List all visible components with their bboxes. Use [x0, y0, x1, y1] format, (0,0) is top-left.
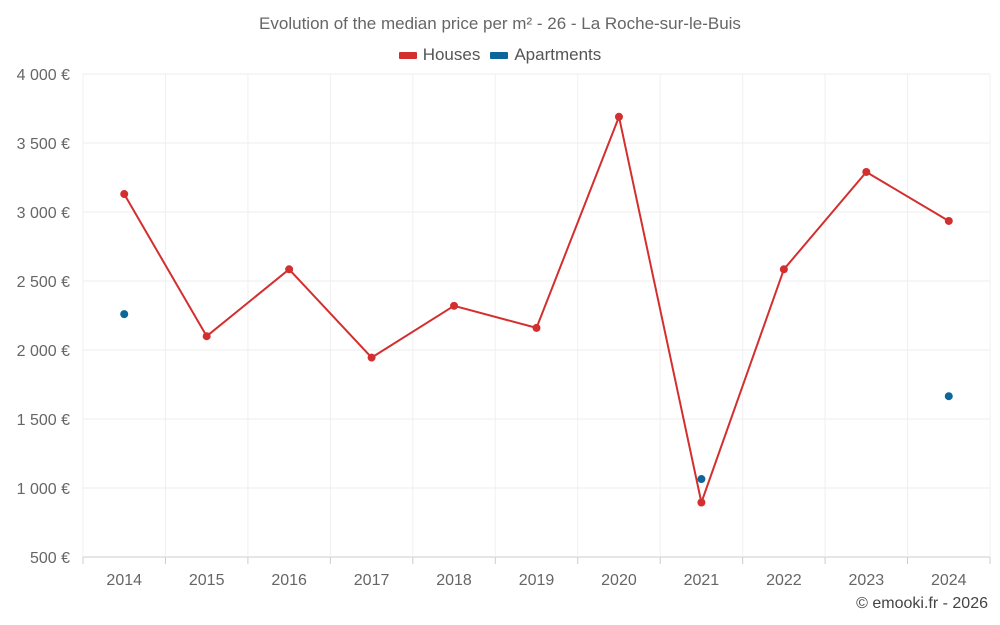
x-tick-label: 2021 — [684, 572, 720, 589]
footer-credit: © emooki.fr - 2026 — [856, 595, 988, 612]
x-tick-label: 2024 — [931, 572, 967, 589]
y-tick-label: 1 500 € — [17, 412, 70, 429]
y-tick-label: 2 500 € — [17, 274, 70, 291]
data-point-houses-2017 — [367, 353, 376, 362]
legend: Houses Apartments — [0, 45, 1000, 65]
data-point-houses-2018 — [450, 301, 459, 310]
x-tick-label: 2019 — [519, 572, 555, 589]
legend-label-apartments: Apartments — [514, 45, 602, 64]
legend-swatch-apartments — [490, 51, 509, 59]
x-tick-label: 2018 — [436, 572, 472, 589]
y-axis: 500 € 1 000 € 1 500 € 2 000 € 2 500 € 3 000 €… — [17, 67, 70, 567]
data-point-apartments-2024 — [944, 392, 953, 401]
data-point-apartments-2021 — [697, 475, 706, 484]
x-tick-label: 2020 — [601, 572, 637, 589]
data-point-houses-2019 — [532, 323, 541, 332]
data-point-houses-2024 — [944, 216, 953, 225]
legend-label-houses: Houses — [422, 45, 481, 64]
data-point-houses-2020 — [614, 112, 623, 121]
legend-item-apartments[interactable]: Apartments — [490, 45, 601, 65]
data-point-houses-2023 — [862, 167, 871, 176]
y-tick-label: 3 000 € — [17, 205, 70, 222]
y-tick-label: 1 000 € — [17, 481, 70, 498]
data-point-houses-2015 — [202, 332, 211, 341]
x-axis: 2014 2015 2016 2017 2018 2019 2020 2021 2022 2023… — [82, 557, 991, 589]
x-tick-label: 2022 — [766, 572, 802, 589]
x-tick-label: 2023 — [849, 572, 885, 589]
y-tick-label: 4 000 € — [17, 67, 70, 84]
x-tick-label: 2017 — [354, 572, 390, 589]
series-layer — [120, 112, 953, 507]
y-tick-label: 500 € — [30, 550, 70, 567]
grid-lines — [82, 73, 991, 558]
chart-title: Evolution of the median price per m² - 2… — [259, 14, 741, 33]
y-tick-label: 2 000 € — [17, 343, 70, 360]
x-tick-label: 2014 — [106, 572, 142, 589]
data-point-houses-2022 — [779, 265, 788, 274]
data-point-houses-2021 — [697, 498, 706, 507]
data-point-houses-2014 — [120, 190, 129, 199]
y-tick-label: 3 500 € — [17, 136, 70, 153]
data-point-houses-2016 — [285, 265, 294, 274]
x-tick-label: 2015 — [189, 572, 225, 589]
legend-item-houses[interactable]: Houses — [398, 45, 481, 65]
data-point-apartments-2014 — [120, 310, 129, 319]
legend-swatch-houses — [398, 51, 417, 59]
x-tick-label: 2016 — [271, 572, 307, 589]
